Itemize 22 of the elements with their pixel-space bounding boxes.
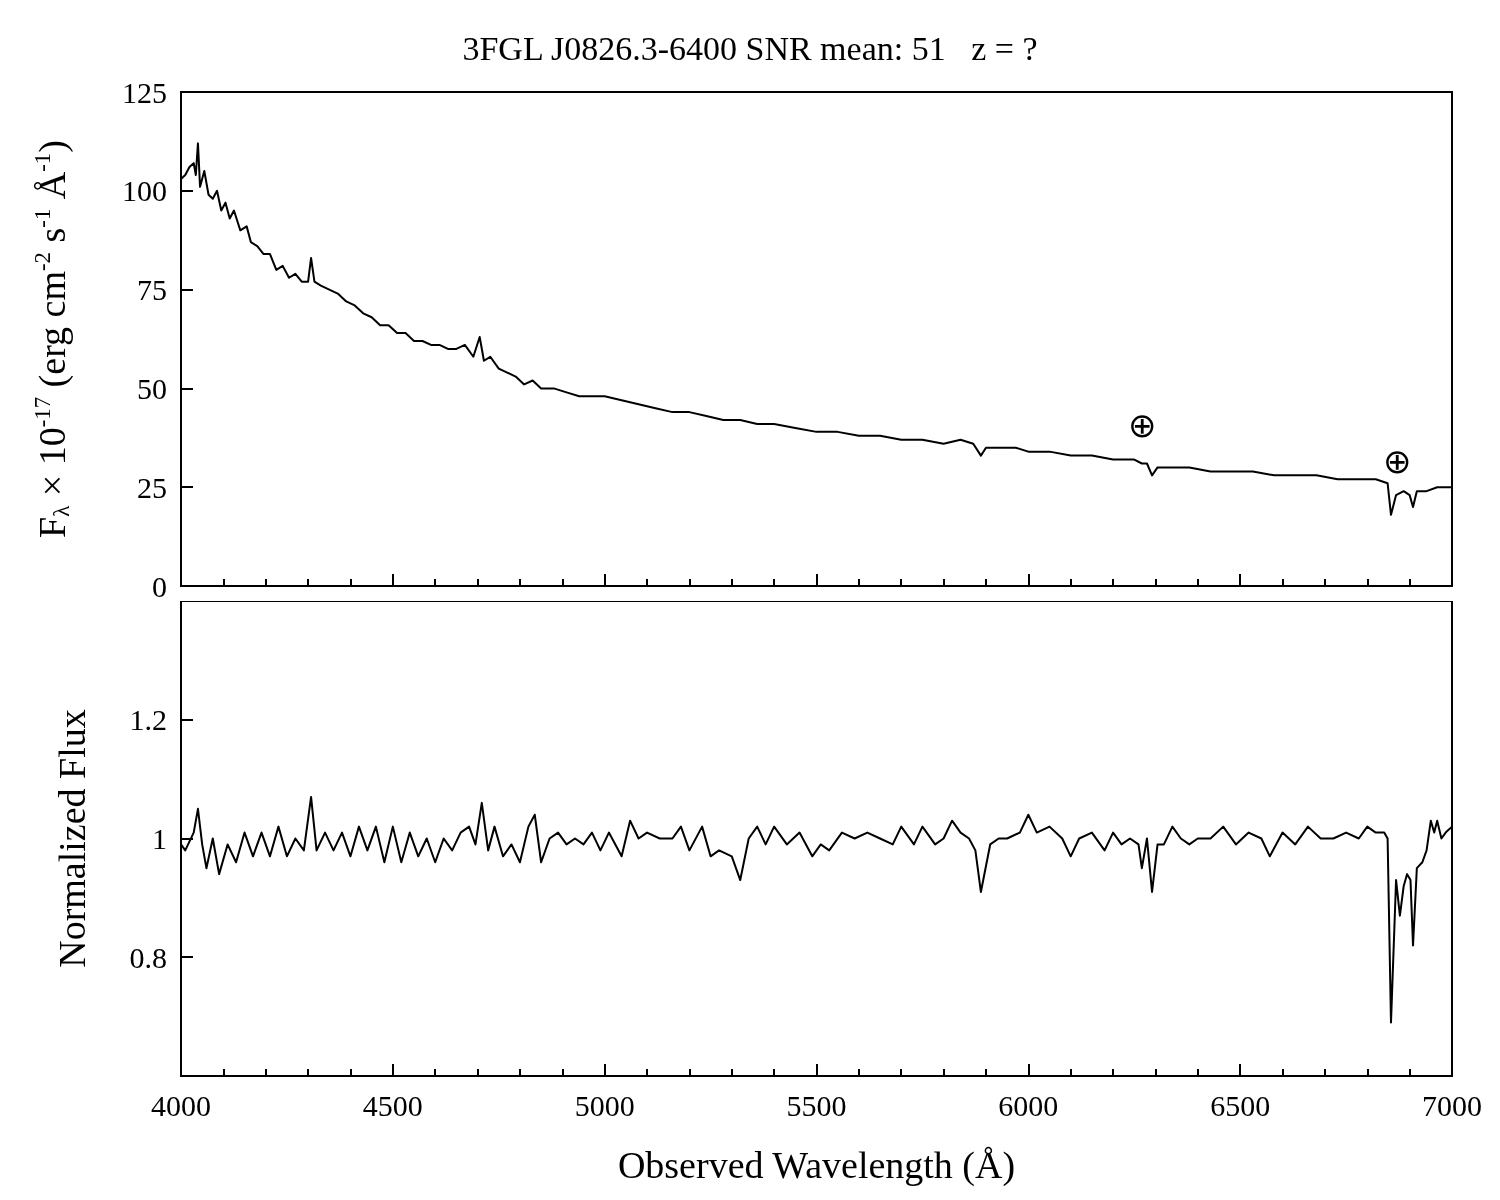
x-axis-title: Observed Wavelength (Å) bbox=[617, 1144, 1016, 1187]
x-tick-label: 5000 bbox=[574, 1088, 635, 1122]
y-axis-title: Normalized Flux bbox=[51, 709, 93, 968]
y-tick-label: 0.8 bbox=[129, 940, 167, 974]
x-tick-label: 4500 bbox=[362, 1088, 423, 1122]
y-tick-label: 1.2 bbox=[129, 703, 167, 737]
annotation: ⊕ bbox=[1383, 441, 1412, 481]
text: Fλ × 10-17 (erg cm-2 s-1 Å-1) bbox=[30, 140, 74, 538]
x-tick-label: 4000 bbox=[151, 1088, 211, 1122]
y-tick-label: 1 bbox=[152, 822, 167, 855]
x-tick-label: 6500 bbox=[1210, 1088, 1271, 1122]
x-tick-label: 5500 bbox=[786, 1088, 847, 1122]
y-tick-label: 125 bbox=[122, 75, 167, 109]
y-tick-label: 50 bbox=[137, 371, 167, 405]
x-tick-label: 7000 bbox=[1422, 1088, 1482, 1122]
x-tick-label: 6000 bbox=[998, 1088, 1059, 1122]
y-tick-label: 25 bbox=[137, 470, 167, 504]
annotation: ⊕ bbox=[1128, 405, 1157, 445]
y-tick-label: 100 bbox=[122, 174, 167, 208]
y-tick-label: 75 bbox=[137, 273, 167, 307]
y-tick-label: 0 bbox=[152, 569, 167, 603]
chart-title: 3FGL J0826.3-6400 SNR mean: 51 z = ? bbox=[462, 29, 1038, 67]
